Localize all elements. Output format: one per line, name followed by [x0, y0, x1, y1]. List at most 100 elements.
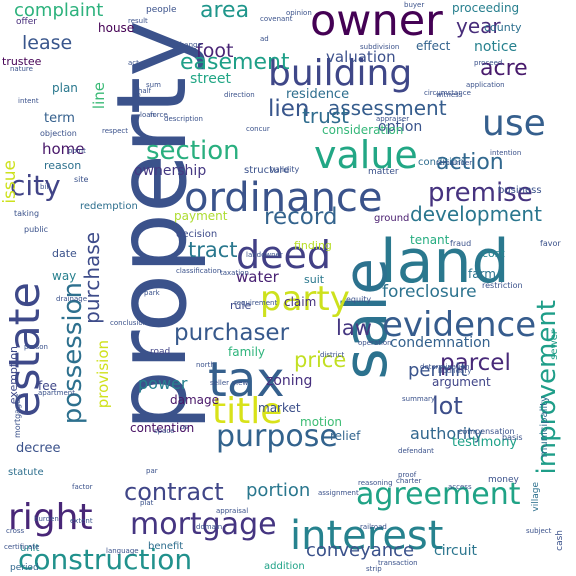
cloud-word: evidence	[382, 305, 537, 345]
cloud-word: decision	[176, 229, 218, 240]
cloud-word: development	[410, 202, 542, 226]
cloud-word: taking	[14, 209, 40, 218]
cloud-word: conveyance	[306, 540, 415, 561]
cloud-word: zoning	[266, 373, 313, 389]
cloud-word: determination	[420, 363, 470, 371]
cloud-word: lease	[22, 32, 73, 54]
cloud-word: offer	[16, 17, 37, 27]
cloud-word: access	[448, 483, 472, 491]
cloud-word: requirement	[234, 299, 278, 307]
cloud-word: year	[456, 14, 501, 38]
cloud-word: lien	[268, 96, 310, 122]
cloud-word: ownership	[134, 163, 207, 179]
cloud-word: description	[164, 115, 203, 123]
cloud-word: foreclosure	[382, 282, 477, 302]
cloud-word: result	[128, 17, 148, 25]
cloud-word: park	[144, 289, 160, 297]
cloud-word: charter	[396, 477, 422, 485]
cloud-word: cross	[6, 527, 25, 535]
cloud-word: water	[236, 268, 279, 286]
cloud-word: business	[498, 185, 542, 196]
cloud-word: redemption	[80, 201, 138, 212]
cloud-word: structure	[244, 165, 290, 176]
cloud-word: par	[146, 467, 158, 475]
cloud-word: damage	[170, 393, 220, 407]
cloud-word: effect	[416, 39, 451, 53]
cloud-word: factor	[72, 483, 93, 491]
cloud-word: benefit	[148, 541, 184, 552]
cloud-word: burden	[34, 515, 59, 523]
cloud-word: remainder	[436, 159, 473, 167]
cloud-word: testimony	[452, 435, 518, 450]
cloud-word: building	[268, 53, 413, 94]
cloud-word: land	[380, 227, 510, 297]
cloud-word: motion	[300, 415, 343, 429]
cloud-word: payment	[174, 209, 228, 223]
cloud-word: line	[90, 82, 108, 110]
cloud-word: provision	[94, 340, 112, 409]
cloud-word: home	[42, 140, 85, 158]
cloud-word: rule	[230, 299, 252, 312]
cloud-word: ad	[260, 35, 269, 43]
cloud-word: matter	[368, 167, 399, 177]
cloud-word: record	[264, 204, 338, 230]
cloud-word: right	[8, 497, 93, 538]
cloud-word: house	[98, 21, 135, 35]
cloud-word: relief	[330, 429, 361, 443]
cloud-word: date	[52, 247, 77, 260]
cloud-word: application	[466, 81, 505, 89]
cloud-word: reasoning	[358, 479, 393, 487]
cloud-word: residence	[286, 87, 350, 102]
cloud-word: compensation	[458, 427, 515, 436]
cloud-word: tract	[188, 238, 238, 262]
cloud-word: title	[212, 391, 283, 432]
cloud-word: claim	[284, 295, 317, 309]
cloud-word: purchaser	[174, 320, 290, 346]
cloud-word: way	[52, 269, 77, 283]
cloud-word: market	[258, 401, 301, 415]
cloud-word: money	[488, 475, 519, 485]
cloud-word: circuit	[434, 543, 477, 559]
cloud-word: validity	[270, 165, 300, 174]
cloud-word: change	[176, 41, 202, 49]
cloud-word: opinion	[286, 9, 312, 17]
cloud-word: drainage	[56, 295, 88, 303]
cloud-word: contract	[124, 478, 224, 506]
cloud-word: extent	[70, 517, 93, 525]
cloud-word: reason	[44, 159, 82, 172]
cloud-word: force	[150, 111, 168, 119]
cloud-word: buyer	[404, 1, 425, 9]
cloud-word: trust	[302, 104, 350, 128]
cloud-word: finding	[294, 239, 332, 252]
cloud-word: construction	[18, 543, 193, 576]
cloud-word: circumstance	[424, 89, 471, 97]
cloud-word: bill	[40, 183, 51, 191]
cloud-word: permit	[408, 360, 468, 381]
cloud-word: domain	[196, 523, 223, 531]
cloud-word: subject	[526, 527, 552, 535]
cloud-word: road	[150, 347, 171, 357]
cloud-word: agreement	[356, 477, 521, 512]
cloud-word: railroad	[360, 523, 387, 531]
cloud-word: landowner	[246, 251, 283, 259]
cloud-word: trustee	[2, 55, 42, 68]
cloud-word: sewer	[549, 330, 560, 360]
cloud-word: portion	[246, 480, 311, 501]
cloud-word: condemnation	[390, 335, 491, 351]
cloud-word: purpose	[216, 419, 338, 454]
cloud-word: north	[196, 361, 215, 369]
cloud-word: intent	[18, 97, 39, 105]
cloud-word: argument	[432, 375, 491, 389]
cloud-word: transaction	[378, 559, 418, 567]
cloud-word: ground	[374, 213, 410, 224]
cloud-word: view	[232, 379, 249, 387]
cloud-word: price	[294, 348, 347, 372]
cloud-word: boundary	[438, 367, 472, 375]
cloud-word: half	[138, 87, 152, 95]
cloud-word: area	[200, 0, 250, 23]
cloud-word: proceeding	[452, 1, 520, 15]
cloud-word: proof	[398, 471, 417, 479]
cloud-word: person	[24, 343, 48, 351]
cloud-word: interest	[290, 513, 444, 559]
cloud-word: appraiser	[376, 115, 410, 123]
